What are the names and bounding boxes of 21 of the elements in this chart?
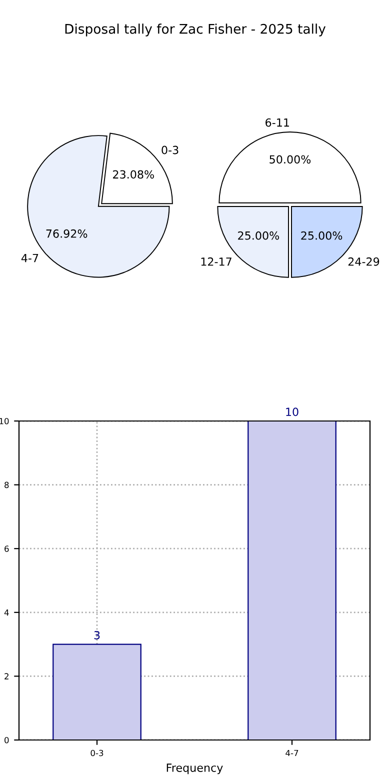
chart-title: Disposal tally for Zac Fisher - 2025 tally <box>65 24 326 36</box>
data-label: 10 <box>286 408 298 416</box>
data-label: 3 <box>94 630 100 640</box>
data-label: 76.92% <box>46 229 88 238</box>
slice-label: 24-29 <box>348 257 380 266</box>
x-axis-title: Frequency <box>166 764 223 774</box>
y-tick-label: 2 <box>4 673 8 680</box>
slice-label: 0-3 <box>162 146 178 154</box>
pie-slice <box>218 132 362 204</box>
data-label: 23.08% <box>113 170 154 179</box>
y-tick-label: 6 <box>4 546 9 552</box>
y-tick-label: 10 <box>0 418 9 424</box>
data-label: 25.00% <box>301 231 342 240</box>
y-tick-label: 0 <box>4 736 9 744</box>
slice-label: 6-11 <box>266 118 289 127</box>
y-tick-label: 4 <box>4 609 9 616</box>
slice-label: 4-7 <box>21 254 38 262</box>
y-tick-label: 8 <box>4 482 9 488</box>
data-label: 50.00% <box>270 155 311 164</box>
data-label: 25.00% <box>238 231 280 240</box>
slice-label: 12-17 <box>201 257 232 266</box>
